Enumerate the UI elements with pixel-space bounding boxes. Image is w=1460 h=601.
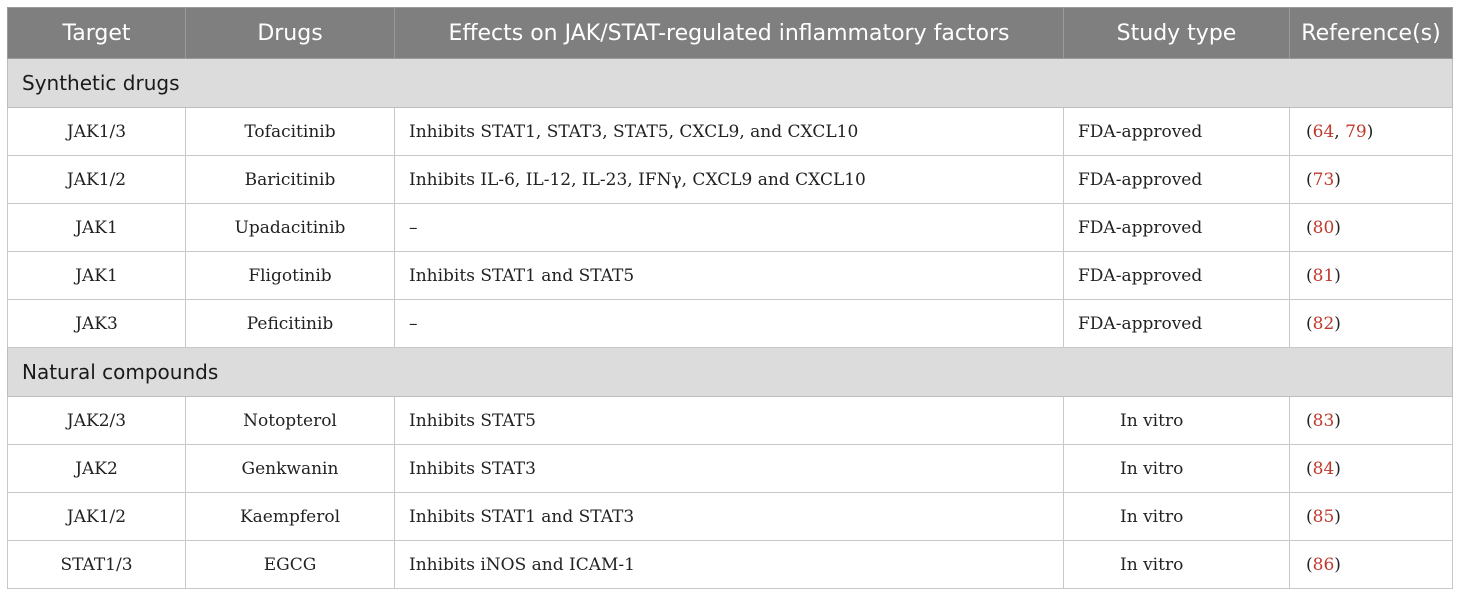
target-cell: JAK1/2: [7, 492, 186, 541]
reference-cell: (85): [1289, 492, 1453, 541]
table-row: JAK1 Upadacitinib – FDA-approved (80): [7, 203, 1453, 252]
header-study-type: Study type: [1063, 7, 1290, 59]
target-cell: JAK1: [7, 203, 186, 252]
drug-cell: Notopterol: [185, 396, 395, 445]
target-cell: JAK3: [7, 299, 186, 348]
effect-cell: Inhibits STAT3: [394, 444, 1064, 493]
study-type-cell: In vitro: [1063, 492, 1290, 541]
table-row: JAK1 Fligotinib Inhibits STAT1 and STAT5 FD…: [7, 251, 1453, 300]
table-row: JAK1/2 Kaempferol Inhibits STAT1 and STAT3…: [7, 492, 1453, 541]
study-type-cell: FDA-approved: [1063, 251, 1290, 300]
target-cell: JAK2/3: [7, 396, 186, 445]
reference-link[interactable]: 83: [1312, 410, 1335, 431]
effect-cell: Inhibits STAT1 and STAT3: [394, 492, 1064, 541]
study-type-cell: FDA-approved: [1063, 107, 1290, 156]
section-row: Synthetic drugs: [7, 58, 1453, 108]
table-row: JAK1/2 Baricitinib Inhibits IL-6, IL-12, I…: [7, 155, 1453, 204]
study-type-cell: In vitro: [1063, 540, 1290, 589]
reference-link[interactable]: 73: [1312, 169, 1335, 190]
effect-cell: Inhibits STAT1 and STAT5: [394, 251, 1064, 300]
header-drugs: Drugs: [185, 7, 395, 59]
table-row: JAK1/3 Tofacitinib Inhibits STAT1, STAT3, …: [7, 107, 1453, 156]
section-title: Natural compounds: [7, 347, 1453, 397]
target-cell: JAK2: [7, 444, 186, 493]
table-row: JAK2/3 Notopterol Inhibits STAT5 In vitro (8…: [7, 396, 1453, 445]
drug-cell: Baricitinib: [185, 155, 395, 204]
drug-cell: Peficitinib: [185, 299, 395, 348]
reference-link[interactable]: 86: [1312, 554, 1335, 575]
effect-cell: –: [394, 299, 1064, 348]
reference-cell: (86): [1289, 540, 1453, 589]
reference-link[interactable]: 79: [1345, 121, 1367, 142]
table-row: JAK3 Peficitinib – FDA-approved (82): [7, 299, 1453, 348]
header-effects: Effects on JAK/STAT-regulated inflammato…: [394, 7, 1064, 59]
drug-cell: Genkwanin: [185, 444, 395, 493]
reference-cell: (82): [1289, 299, 1453, 348]
target-cell: JAK1: [7, 251, 186, 300]
header-references: Reference(s): [1289, 7, 1453, 59]
target-cell: JAK1/3: [7, 107, 186, 156]
study-type-cell: FDA-approved: [1063, 203, 1290, 252]
drug-cell: Kaempferol: [185, 492, 395, 541]
reference-cell: (84): [1289, 444, 1453, 493]
drug-cell: Tofacitinib: [185, 107, 395, 156]
reference-link[interactable]: 64: [1312, 121, 1335, 142]
reference-link[interactable]: 80: [1312, 217, 1335, 238]
reference-cell: (64, 79): [1289, 107, 1453, 156]
effect-cell: Inhibits STAT5: [394, 396, 1064, 445]
study-type-cell: In vitro: [1063, 444, 1290, 493]
reference-cell: (80): [1289, 203, 1453, 252]
effect-cell: Inhibits iNOS and ICAM-1: [394, 540, 1064, 589]
table-row: STAT1/3 EGCG Inhibits iNOS and ICAM-1 In vi…: [7, 540, 1453, 589]
study-type-cell: FDA-approved: [1063, 155, 1290, 204]
section-title: Synthetic drugs: [7, 58, 1453, 108]
table-body: Synthetic drugs JAK1/3 Tofacitinib Inhibits…: [7, 58, 1453, 589]
reference-link[interactable]: 84: [1312, 458, 1335, 479]
study-type-cell: In vitro: [1063, 396, 1290, 445]
reference-link[interactable]: 82: [1312, 313, 1335, 334]
target-cell: JAK1/2: [7, 155, 186, 204]
drug-cell: Upadacitinib: [185, 203, 395, 252]
header-row: Target Drugs Effects on JAK/STAT-regulat…: [7, 7, 1453, 59]
reference-cell: (81): [1289, 251, 1453, 300]
reference-link[interactable]: 85: [1312, 506, 1335, 527]
effect-cell: Inhibits IL-6, IL-12, IL-23, IFNγ, CXCL9…: [394, 155, 1064, 204]
drug-cell: Fligotinib: [185, 251, 395, 300]
drug-table: Target Drugs Effects on JAK/STAT-regulat…: [7, 7, 1453, 589]
reference-link[interactable]: 81: [1312, 265, 1335, 286]
reference-cell: (83): [1289, 396, 1453, 445]
reference-cell: (73): [1289, 155, 1453, 204]
section-row: Natural compounds: [7, 347, 1453, 397]
drug-cell: EGCG: [185, 540, 395, 589]
table-row: JAK2 Genkwanin Inhibits STAT3 In vitro (84): [7, 444, 1453, 493]
study-type-cell: FDA-approved: [1063, 299, 1290, 348]
effect-cell: –: [394, 203, 1064, 252]
header-target: Target: [7, 7, 186, 59]
target-cell: STAT1/3: [7, 540, 186, 589]
effect-cell: Inhibits STAT1, STAT3, STAT5, CXCL9, and…: [394, 107, 1064, 156]
